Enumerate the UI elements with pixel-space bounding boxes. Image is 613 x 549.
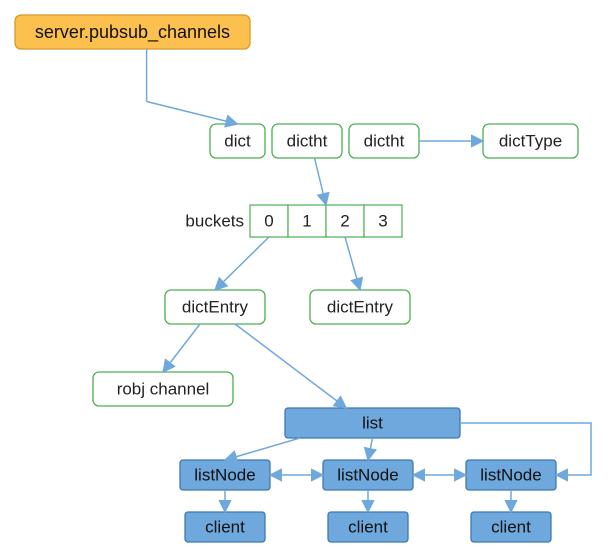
dicttype-node: dictType: [483, 124, 578, 158]
client-1: client: [185, 512, 265, 542]
edge-bucket0-entry1: [215, 237, 269, 290]
dict-node: dict: [210, 124, 265, 158]
svg-text:client: client: [491, 518, 531, 537]
client-3: client: [471, 512, 551, 542]
svg-text:2: 2: [340, 212, 349, 231]
svg-text:list: list: [362, 414, 383, 433]
svg-text:dictEntry: dictEntry: [182, 298, 249, 317]
svg-text:3: 3: [378, 212, 387, 231]
dictht-node-1: dictht: [272, 124, 342, 158]
root-node: server.pubsub_channels: [15, 15, 250, 49]
listnode-3: listNode: [466, 460, 556, 490]
edge-entry-list: [235, 324, 346, 408]
svg-text:server.pubsub_channels: server.pubsub_channels: [35, 22, 230, 43]
buckets-label: buckets: [185, 212, 244, 231]
svg-text:listNode: listNode: [194, 466, 255, 485]
edge-bucket2-entry2: [345, 237, 360, 290]
svg-text:dict: dict: [224, 132, 251, 151]
buckets-grid: 0 1 2 3: [250, 205, 402, 237]
svg-text:dictEntry: dictEntry: [327, 298, 394, 317]
svg-text:listNode: listNode: [480, 466, 541, 485]
svg-text:1: 1: [302, 212, 311, 231]
edge-list-ln1: [225, 438, 300, 460]
svg-text:dictht: dictht: [364, 132, 405, 151]
svg-text:client: client: [348, 518, 388, 537]
listnode-2: listNode: [323, 460, 413, 490]
listnode-1: listNode: [180, 460, 270, 490]
client-2: client: [328, 512, 408, 542]
svg-text:robj channel: robj channel: [117, 380, 210, 399]
robj-node: robj channel: [93, 372, 233, 406]
svg-text:client: client: [205, 518, 245, 537]
dictht-node-2: dictht: [349, 124, 419, 158]
edge-root-dict: [147, 102, 238, 125]
dictentry-node-2: dictEntry: [310, 290, 410, 324]
svg-text:dictht: dictht: [287, 132, 328, 151]
edge-list-ln2: [368, 438, 373, 460]
svg-text:listNode: listNode: [337, 466, 398, 485]
svg-text:dictType: dictType: [499, 132, 562, 151]
dictentry-node-1: dictEntry: [165, 290, 265, 324]
edge-dict-buckets: [315, 158, 327, 205]
svg-text:0: 0: [264, 212, 273, 231]
edge-entry-robj: [163, 324, 200, 372]
list-node: list: [285, 408, 460, 438]
